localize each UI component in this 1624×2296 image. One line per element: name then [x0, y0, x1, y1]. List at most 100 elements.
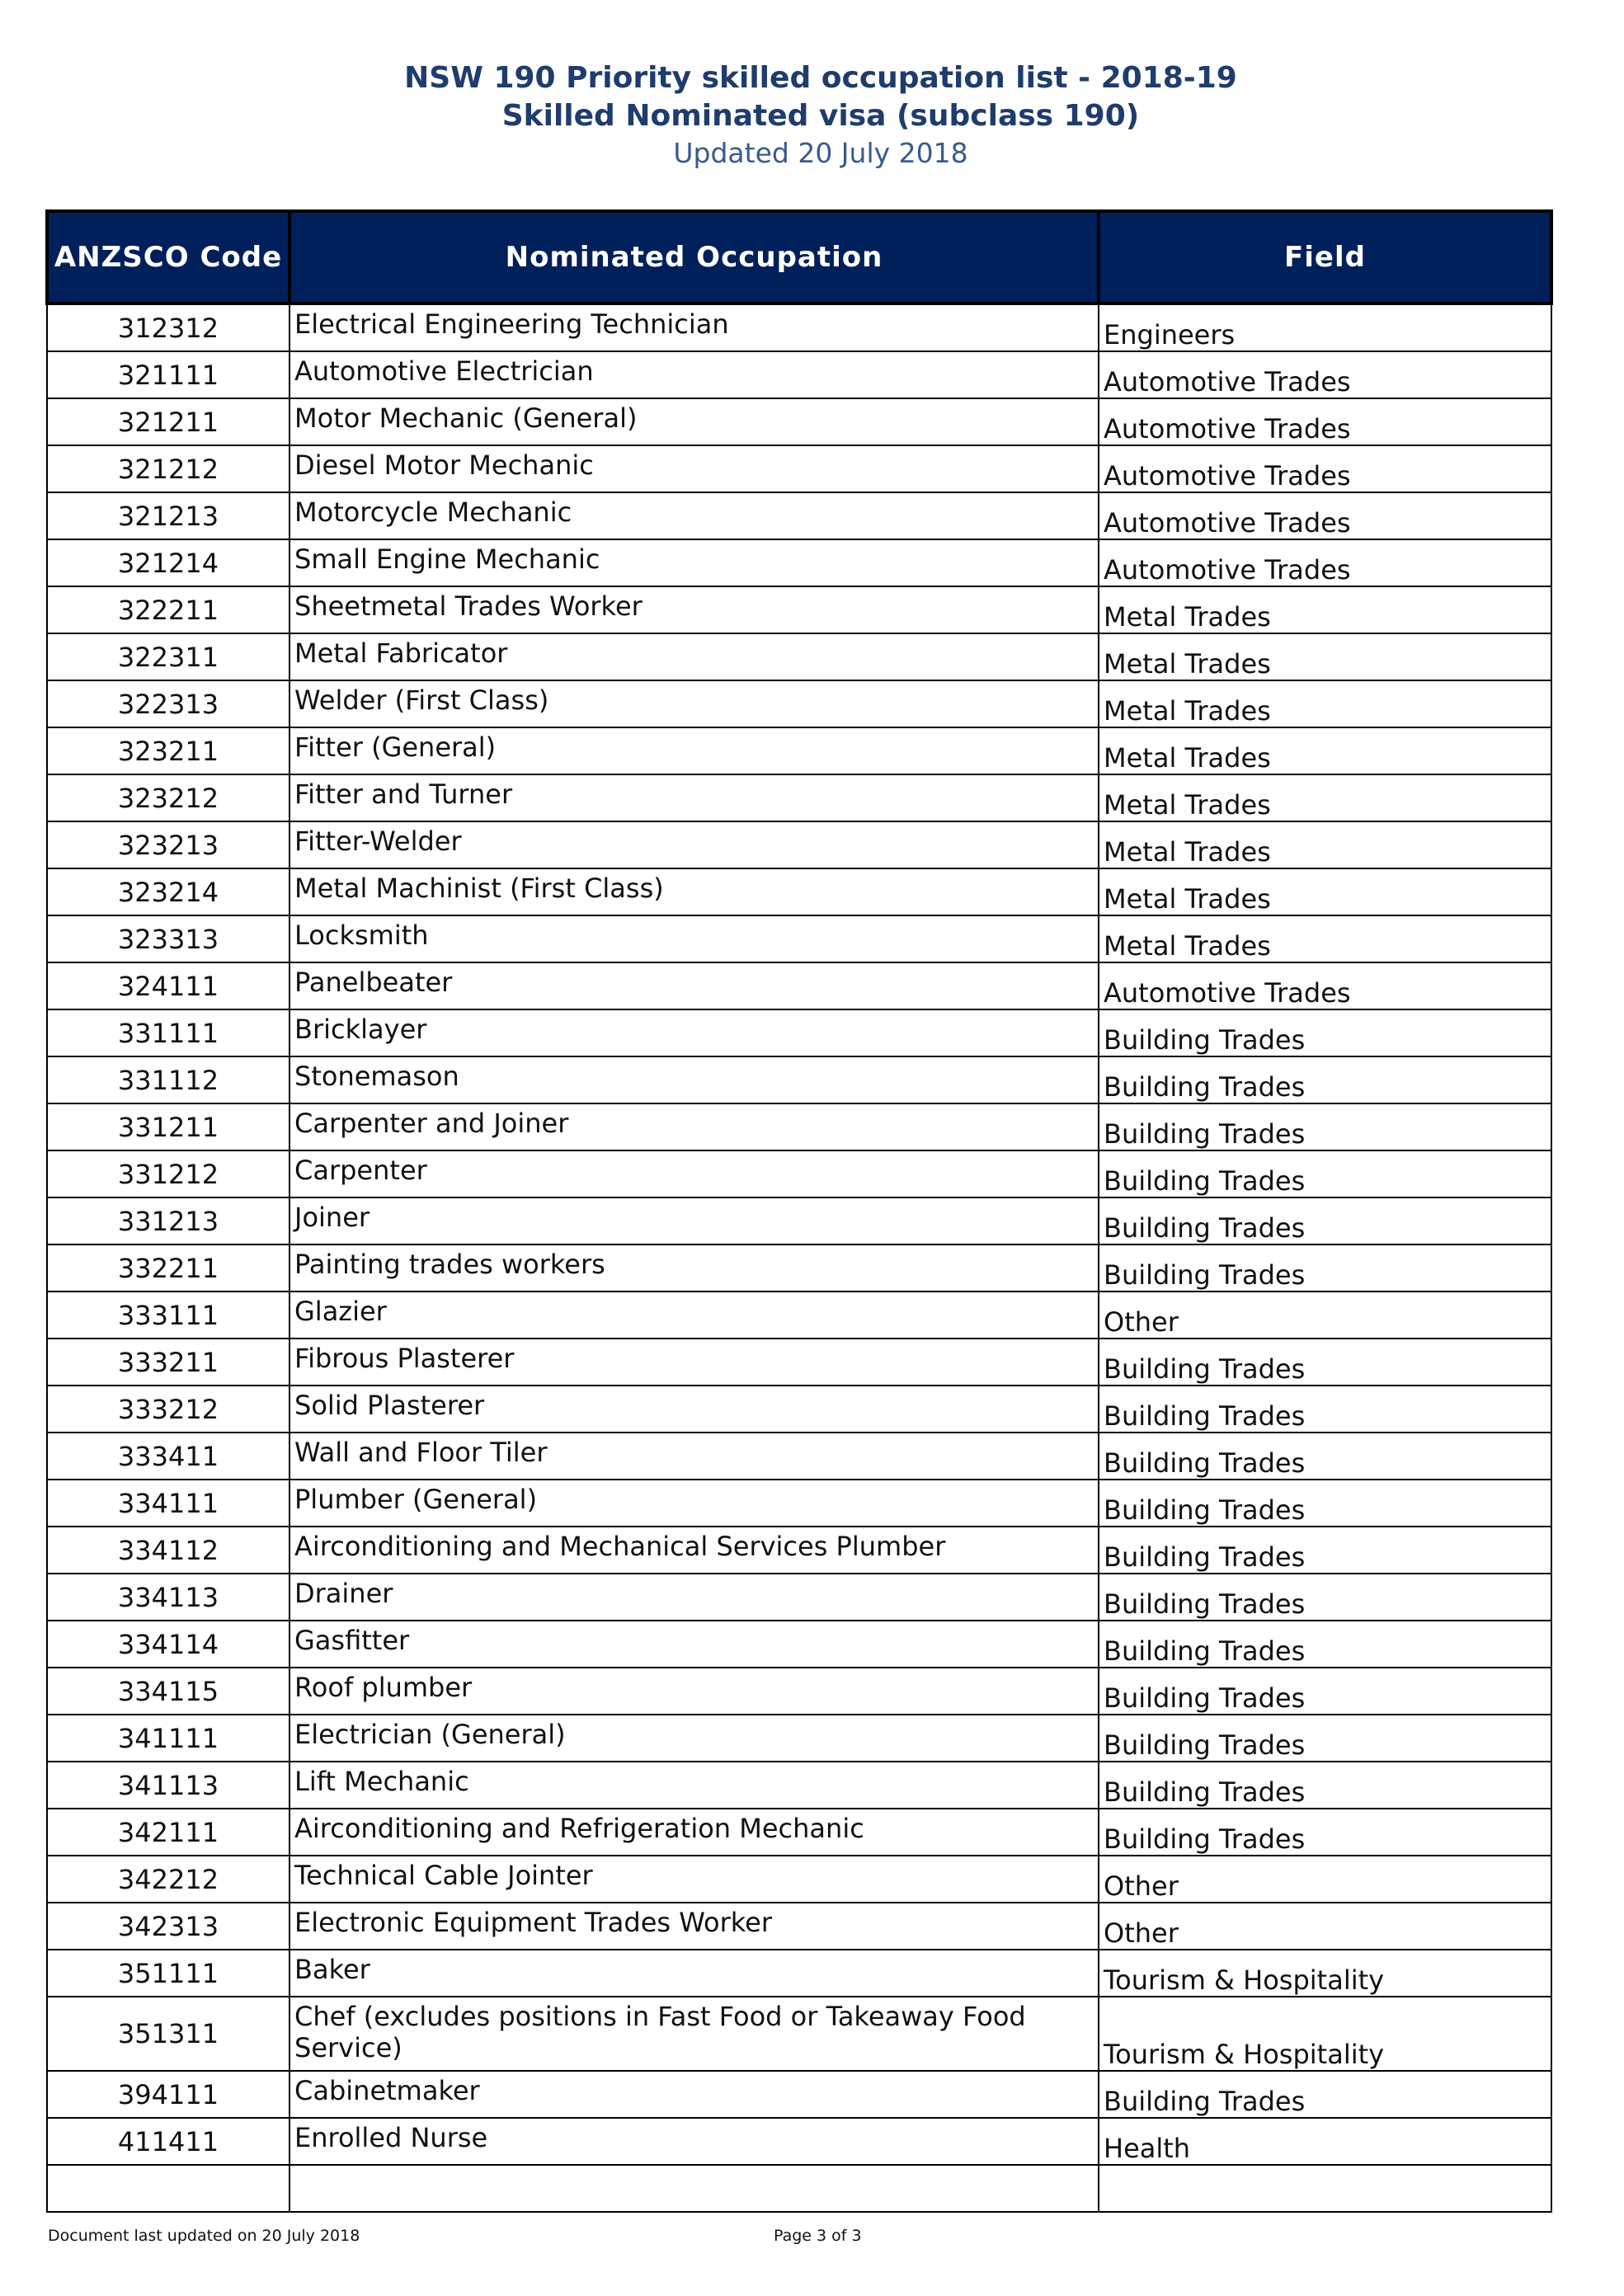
field-cell: Building Trades — [1098, 1573, 1552, 1621]
anzsco-code-cell: 341111 — [46, 1714, 290, 1762]
occupation-cell: Joiner — [289, 1197, 1099, 1245]
anzsco-code-cell: 323213 — [46, 821, 290, 869]
anzsco-code-cell: 331212 — [46, 1150, 290, 1198]
anzsco-code-cell: 342111 — [46, 1808, 290, 1856]
field-cell: Building Trades — [1098, 1761, 1552, 1809]
occupation-cell: Fitter-Welder — [289, 821, 1099, 869]
field-cell — [1098, 2164, 1552, 2213]
occupation-cell: Diesel Motor Mechanic — [289, 445, 1099, 493]
anzsco-code-cell: 322313 — [46, 680, 290, 728]
table-row: 333111 Glazier Other — [46, 1291, 1552, 1339]
occupation-cell: Cabinetmaker — [289, 2070, 1099, 2119]
anzsco-code-cell: 331112 — [46, 1056, 290, 1104]
field-cell: Metal Trades — [1098, 586, 1552, 634]
field-cell: Building Trades — [1098, 1808, 1552, 1856]
field-cell: Metal Trades — [1098, 727, 1552, 775]
table-row: 323212 Fitter and Turner Metal Trades — [46, 774, 1552, 822]
field-cell: Metal Trades — [1098, 680, 1552, 728]
anzsco-code-cell: 411411 — [46, 2117, 290, 2166]
anzsco-code-cell: 321214 — [46, 539, 290, 587]
field-cell: Metal Trades — [1098, 821, 1552, 869]
anzsco-code-cell: 333211 — [46, 1338, 290, 1386]
anzsco-code-cell: 334113 — [46, 1573, 290, 1621]
table-row: 331213 Joiner Building Trades — [46, 1197, 1552, 1245]
field-cell: Building Trades — [1098, 1009, 1552, 1057]
occupation-cell: Technical Cable Jointer — [289, 1855, 1099, 1903]
field-cell: Automotive Trades — [1098, 445, 1552, 493]
anzsco-code-cell: 334114 — [46, 1620, 290, 1668]
occupation-cell: Electrical Engineering Technician — [289, 303, 1099, 352]
field-cell: Building Trades — [1098, 1244, 1552, 1292]
anzsco-code-cell: 331213 — [46, 1197, 290, 1245]
anzsco-code-cell: 342313 — [46, 1902, 290, 1950]
field-cell: Metal Trades — [1098, 868, 1552, 916]
column-header-code: ANZSCO Code — [45, 209, 291, 305]
anzsco-code-cell — [46, 2164, 290, 2213]
footer-page-number: Page 3 of 3 — [774, 2227, 862, 2245]
field-cell: Health — [1098, 2117, 1552, 2166]
anzsco-code-cell: 322311 — [46, 633, 290, 681]
table-row: 323214 Metal Machinist (First Class) Metal… — [46, 868, 1552, 916]
anzsco-code-cell: 334115 — [46, 1667, 290, 1715]
occupation-cell: Fitter and Turner — [289, 774, 1099, 822]
occupation-cell: Sheetmetal Trades Worker — [289, 586, 1099, 634]
field-cell: Metal Trades — [1098, 915, 1552, 963]
occupation-cell: Carpenter and Joiner — [289, 1103, 1099, 1151]
field-cell: Tourism & Hospitality — [1098, 1996, 1552, 2072]
table-row: 351311 Chef (excludes positions in Fast F… — [46, 1996, 1552, 2072]
table-row: 322311 Metal Fabricator Metal Trades — [46, 633, 1552, 681]
anzsco-code-cell: 334112 — [46, 1526, 290, 1574]
table-row: 341113 Lift Mechanic Building Trades — [46, 1761, 1552, 1809]
table-row: 331212 Carpenter Building Trades — [46, 1150, 1552, 1198]
occupation-cell: Painting trades workers — [289, 1244, 1099, 1292]
anzsco-code-cell: 321212 — [46, 445, 290, 493]
anzsco-code-cell: 394111 — [46, 2070, 290, 2119]
table-row: 331112 Stonemason Building Trades — [46, 1056, 1552, 1104]
anzsco-code-cell: 321111 — [46, 351, 290, 399]
anzsco-code-cell: 324111 — [46, 962, 290, 1010]
occupation-cell: Solid Plasterer — [289, 1385, 1099, 1433]
occupation-cell: Small Engine Mechanic — [289, 539, 1099, 587]
anzsco-code-cell: 334111 — [46, 1479, 290, 1527]
table-row: 334113 Drainer Building Trades — [46, 1573, 1552, 1621]
table-row: 342313 Electronic Equipment Trades Worker… — [46, 1902, 1552, 1950]
field-cell: Building Trades — [1098, 1432, 1552, 1480]
anzsco-code-cell: 323211 — [46, 727, 290, 775]
anzsco-code-cell: 333212 — [46, 1385, 290, 1433]
occupation-cell: Glazier — [289, 1291, 1099, 1339]
occupation-cell — [289, 2164, 1099, 2213]
table-row: 331211 Carpenter and Joiner Building Trade… — [46, 1103, 1552, 1151]
occupation-table: ANZSCO Code Nominated Occupation Field 3… — [45, 209, 1553, 2213]
table-row: 334115 Roof plumber Building Trades — [46, 1667, 1552, 1715]
anzsco-code-cell: 332211 — [46, 1244, 290, 1292]
anzsco-code-cell: 342212 — [46, 1855, 290, 1903]
table-row: 333212 Solid Plasterer Building Trades — [46, 1385, 1552, 1433]
occupation-cell: Metal Fabricator — [289, 633, 1099, 681]
field-cell: Building Trades — [1098, 1056, 1552, 1104]
table-row: 333411 Wall and Floor Tiler Building Trade… — [46, 1432, 1552, 1480]
table-row: 333211 Fibrous Plasterer Building Trades — [46, 1338, 1552, 1386]
table-row: 323313 Locksmith Metal Trades — [46, 915, 1552, 963]
column-header-occupation: Nominated Occupation — [288, 209, 1100, 305]
field-cell: Automotive Trades — [1098, 962, 1552, 1010]
occupation-cell: Wall and Floor Tiler — [289, 1432, 1099, 1480]
table-row: 322313 Welder (First Class) Metal Trades — [46, 680, 1552, 728]
field-cell: Metal Trades — [1098, 774, 1552, 822]
anzsco-code-cell: 323214 — [46, 868, 290, 916]
occupation-cell: Electronic Equipment Trades Worker — [289, 1902, 1099, 1950]
table-row: 334111 Plumber (General) Building Trades — [46, 1479, 1552, 1527]
table-row: 351111 Baker Tourism & Hospitality — [46, 1949, 1552, 1997]
field-cell: Automotive Trades — [1098, 398, 1552, 446]
anzsco-code-cell: 323313 — [46, 915, 290, 963]
occupation-cell: Automotive Electrician — [289, 351, 1099, 399]
occupation-cell: Panelbeater — [289, 962, 1099, 1010]
anzsco-code-cell: 331111 — [46, 1009, 290, 1057]
occupation-cell: Fitter (General) — [289, 727, 1099, 775]
anzsco-code-cell: 351111 — [46, 1949, 290, 1997]
field-cell: Metal Trades — [1098, 633, 1552, 681]
field-cell: Other — [1098, 1902, 1552, 1950]
field-cell: Building Trades — [1098, 1150, 1552, 1198]
occupation-cell: Drainer — [289, 1573, 1099, 1621]
occupation-cell: Welder (First Class) — [289, 680, 1099, 728]
occupation-cell: Plumber (General) — [289, 1479, 1099, 1527]
